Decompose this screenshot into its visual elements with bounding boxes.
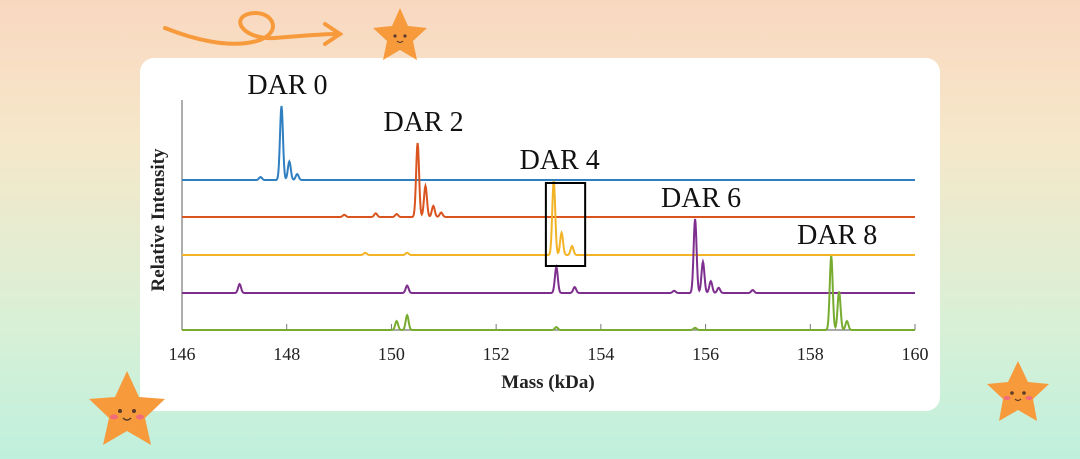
peak-label: DAR 8 — [797, 220, 877, 251]
peak-label: DAR 2 — [384, 107, 464, 138]
x-tick-label: 160 — [902, 344, 929, 364]
arrow-icon — [163, 10, 344, 46]
trace-dar-0 — [182, 105, 915, 181]
x-tick-label: 152 — [483, 344, 510, 364]
x-tick-label: 148 — [273, 344, 300, 364]
star-icon — [373, 8, 427, 60]
star-icon — [987, 361, 1049, 421]
x-tick-label: 156 — [692, 344, 719, 364]
trace-dar-4 — [182, 180, 915, 256]
trace-dar-2 — [182, 142, 915, 218]
axes — [181, 100, 915, 331]
peak-annotations: DAR 0 DAR 2 DAR 4 DAR 6 DAR 8 — [247, 70, 877, 251]
peak-label: DAR 0 — [247, 70, 327, 101]
trace-dar-6 — [182, 218, 915, 294]
x-tick-label: 150 — [378, 344, 405, 364]
trace-dar-8 — [182, 255, 915, 331]
y-axis-label: Relative Intensity — [148, 148, 169, 292]
x-axis-label: Mass (kDa) — [501, 372, 594, 393]
x-ticks: 146 148 150 152 154 156 158 160 — [169, 324, 929, 364]
peak-label: DAR 6 — [661, 183, 741, 214]
spectrum-traces — [182, 105, 915, 331]
chart-card — [140, 58, 940, 411]
x-tick-label: 158 — [797, 344, 824, 364]
x-tick-label: 146 — [169, 344, 196, 364]
mass-spectrum-chart: 146 148 150 152 154 156 158 160 DAR 0 DAR 2 DAR 4… — [148, 70, 929, 393]
peak-label: DAR 4 — [520, 145, 600, 176]
highlight-box — [544, 182, 587, 267]
x-tick-label: 154 — [587, 344, 614, 364]
